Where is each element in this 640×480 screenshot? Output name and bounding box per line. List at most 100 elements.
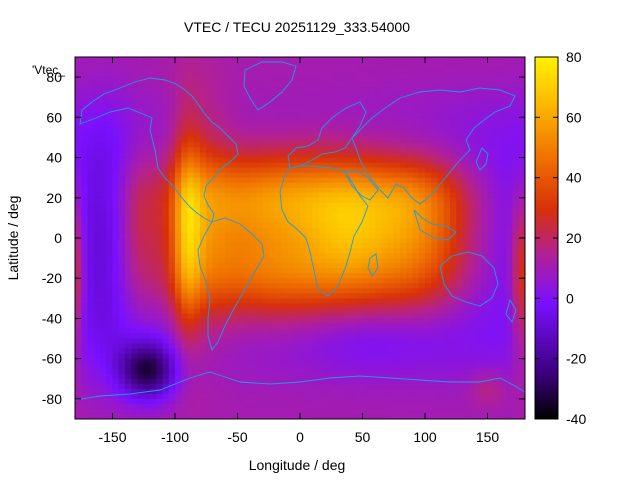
heatmap-cell [443,87,451,93]
heatmap-cell [75,167,82,174]
heatmap-cell [200,87,207,93]
heatmap-cell [500,177,507,184]
heatmap-cell [381,253,389,259]
heatmap-cell [331,393,339,400]
heatmap-cell [187,383,195,390]
heatmap-cell [218,373,226,380]
heatmap-cell [250,192,257,199]
heatmap-cell [175,147,182,154]
heatmap-cell [431,147,439,154]
heatmap-cell [500,197,507,204]
heatmap-cell [75,278,82,284]
heatmap-cell [406,152,414,159]
heatmap-cell [437,162,445,169]
heatmap-cell [318,323,326,330]
heatmap-cell [162,323,170,330]
heatmap-cell [118,363,126,370]
heatmap-cell [81,127,89,134]
heatmap-cell [187,283,195,289]
heatmap-cell [143,197,151,204]
heatmap-cell [231,383,239,390]
heatmap-cell [268,343,276,350]
heatmap-cell [306,343,314,350]
heatmap-cell [381,393,389,400]
heatmap-cell [212,293,220,299]
heatmap-cell [193,107,201,113]
heatmap-cell [468,293,476,299]
heatmap-cell [412,102,420,108]
heatmap-cell [281,107,289,113]
heatmap-cell [156,358,164,365]
heatmap-cell [218,202,226,209]
heatmap-cell [106,102,114,108]
heatmap-cell [437,197,445,204]
heatmap-cell [87,348,95,355]
heatmap-cell [250,338,257,345]
heatmap-cell [75,172,82,179]
heatmap-cell [356,293,364,299]
heatmap-cell [131,127,139,134]
heatmap-cell [481,102,489,108]
heatmap-cell [143,207,151,214]
heatmap-cell [481,333,489,340]
heatmap-cell [125,408,132,415]
heatmap-cell [162,328,170,335]
heatmap-cell [312,273,320,279]
heatmap-cell [325,268,332,274]
heatmap-cell [125,107,132,113]
heatmap-cell [487,403,495,410]
heatmap-cell [281,187,289,194]
heatmap-cell [381,162,389,169]
heatmap-cell [81,288,89,294]
heatmap-cell [481,127,489,134]
heatmap-cell [400,227,407,234]
heatmap-cell [306,147,314,154]
heatmap-cell [206,278,214,284]
heatmap-cell [500,273,507,279]
heatmap-cell [143,202,151,209]
heatmap-cell [487,137,495,144]
heatmap-cell [481,122,489,128]
heatmap-cell [481,363,489,370]
heatmap-cell [362,413,370,419]
heatmap-cell [106,238,114,244]
heatmap-cell [162,318,170,325]
heatmap-cell [500,403,507,410]
heatmap-cell [175,273,182,279]
heatmap-cell [425,243,432,249]
heatmap-cell [293,283,301,289]
heatmap-cell [125,212,132,219]
heatmap-cell [456,147,464,154]
heatmap-cell [100,313,107,320]
heatmap-cell [406,313,414,320]
heatmap-cell [337,197,345,204]
heatmap-cell [187,288,195,294]
heatmap-cell [481,278,489,284]
heatmap-cell [137,273,145,279]
heatmap-cell [393,227,401,234]
heatmap-cell [293,222,301,229]
heatmap-cell [212,303,220,309]
heatmap-cell [343,167,351,174]
heatmap-cell [125,253,132,259]
heatmap-cell [156,222,164,229]
heatmap-cell [393,167,401,174]
heatmap-cell [487,107,495,113]
heatmap-cell [300,82,307,88]
heatmap-cell [75,87,82,93]
heatmap-cell [168,62,176,68]
heatmap-cell [143,92,151,98]
heatmap-cell [312,373,320,380]
heatmap-cell [293,112,301,118]
heatmap-cell [187,273,195,279]
heatmap-cell [468,413,476,419]
heatmap-cell [281,293,289,299]
heatmap-cell [425,77,432,83]
heatmap-cell [187,243,195,249]
heatmap-cell [193,328,201,335]
heatmap-cell [381,227,389,234]
heatmap-cell [381,268,389,274]
heatmap-cell [131,243,139,249]
heatmap-cell [493,258,501,264]
heatmap-cell [337,343,345,350]
